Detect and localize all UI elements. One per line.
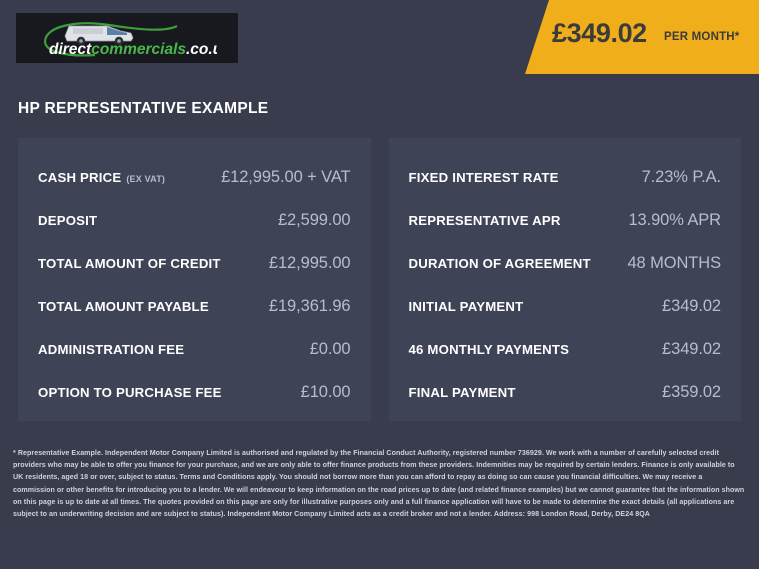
- finance-row-label: REPRESENTATIVE APR: [408, 213, 561, 228]
- finance-row-value: £19,361.96: [268, 297, 351, 315]
- finance-row-label-group: DEPOSIT: [38, 199, 97, 242]
- finance-row-label-group: OPTION TO PURCHASE FEE: [38, 371, 222, 414]
- finance-row-label: DEPOSIT: [38, 213, 98, 228]
- finance-row-label: FIXED INTEREST RATE: [408, 170, 559, 185]
- finance-row-label: FINAL PAYMENT: [408, 385, 516, 400]
- finance-row-value: £2,599.00: [277, 211, 351, 229]
- finance-row-value: 48 MONTHS: [627, 254, 721, 272]
- finance-row-label: TOTAL AMOUNT PAYABLE: [38, 299, 209, 314]
- finance-row-label-group: FINAL PAYMENT: [409, 371, 516, 414]
- monthly-price-period: PER MONTH*: [664, 31, 740, 43]
- van-icon: directcommercials.co.uk: [43, 22, 217, 58]
- finance-row-label-group: DURATION OF AGREEMENT: [409, 242, 591, 285]
- finance-row-value: £12,995.00 + VAT: [221, 168, 351, 186]
- finance-row-label: OPTION TO PURCHASE FEE: [38, 385, 222, 400]
- finance-row-label: TOTAL AMOUNT OF CREDIT: [38, 256, 221, 271]
- monthly-price-banner: £349.02 PER MONTH*: [525, 0, 759, 74]
- finance-row: FIXED INTEREST RATE 7.23% P.A.: [409, 156, 722, 199]
- finance-row-sublabel: (EX VAT): [126, 174, 166, 184]
- finance-row-label: INITIAL PAYMENT: [408, 299, 524, 314]
- finance-row: OPTION TO PURCHASE FEE £10.00: [38, 371, 351, 414]
- finance-row: REPRESENTATIVE APR 13.90% APR: [409, 199, 722, 242]
- finance-row-label: 46 MONTHLY PAYMENTS: [408, 342, 570, 357]
- finance-row-label-group: 46 MONTHLY PAYMENTS: [409, 328, 570, 371]
- svg-text:directcommercials.co.uk: directcommercials.co.uk: [49, 41, 217, 58]
- logo-text-domain: .co.uk: [186, 41, 217, 58]
- finance-row-label: DURATION OF AGREEMENT: [408, 256, 591, 271]
- finance-row-label-group: TOTAL AMOUNT PAYABLE: [38, 285, 209, 328]
- finance-row: ADMINISTRATION FEE £0.00: [38, 328, 351, 371]
- finance-row-label-group: TOTAL AMOUNT OF CREDIT: [38, 242, 221, 285]
- logo-inner: directcommercials.co.uk: [37, 16, 217, 60]
- finance-row: INITIAL PAYMENT £349.02: [409, 285, 722, 328]
- finance-row-label-group: CASH PRICE (EX VAT): [38, 156, 165, 201]
- finance-panels: CASH PRICE (EX VAT) £12,995.00 + VAT DEPOSI…: [18, 138, 741, 421]
- logo-text-direct: direct: [49, 41, 92, 58]
- finance-row-value: £10.00: [300, 383, 351, 401]
- finance-row-label-group: INITIAL PAYMENT: [409, 285, 524, 328]
- finance-row-value: 7.23% P.A.: [641, 168, 722, 186]
- finance-summary-right-panel: FIXED INTEREST RATE 7.23% P.A. REPRESENTAT…: [388, 138, 741, 421]
- monthly-price-amount: £349.02: [552, 18, 647, 48]
- finance-row-label: CASH PRICE: [38, 170, 122, 185]
- finance-row: TOTAL AMOUNT PAYABLE £19,361.96: [38, 285, 351, 328]
- representative-example-disclaimer: * Representative Example. Independent Mo…: [13, 449, 745, 518]
- finance-row-value: £359.02: [662, 383, 721, 401]
- finance-row-value: 13.90% APR: [628, 211, 721, 229]
- logo-text-commercials: commercials: [91, 41, 186, 58]
- finance-row-value: £0.00: [309, 340, 351, 358]
- finance-row-label-group: ADMINISTRATION FEE: [38, 328, 184, 371]
- finance-row-value: £12,995.00: [268, 254, 351, 272]
- page-title: HP REPRESENTATIVE EXAMPLE: [18, 100, 269, 117]
- finance-row: TOTAL AMOUNT OF CREDIT £12,995.00: [38, 242, 351, 285]
- logo-container[interactable]: directcommercials.co.uk: [16, 13, 238, 63]
- finance-row: CASH PRICE (EX VAT) £12,995.00 + VAT: [38, 156, 351, 199]
- finance-row-value: £349.02: [662, 297, 721, 315]
- finance-row: FINAL PAYMENT £359.02: [409, 371, 722, 414]
- finance-row-value: £349.02: [662, 340, 721, 358]
- finance-row-label: ADMINISTRATION FEE: [38, 342, 185, 357]
- finance-row-label-group: FIXED INTEREST RATE: [409, 156, 559, 199]
- finance-row: DEPOSIT £2,599.00: [38, 199, 351, 242]
- page-header: directcommercials.co.uk £349.02 PER MONT…: [0, 0, 759, 74]
- finance-row: 46 MONTHLY PAYMENTS £349.02: [409, 328, 722, 371]
- finance-row: DURATION OF AGREEMENT 48 MONTHS: [409, 242, 722, 285]
- finance-summary-left-panel: CASH PRICE (EX VAT) £12,995.00 + VAT DEPOSI…: [18, 138, 371, 421]
- finance-row-label-group: REPRESENTATIVE APR: [409, 199, 561, 242]
